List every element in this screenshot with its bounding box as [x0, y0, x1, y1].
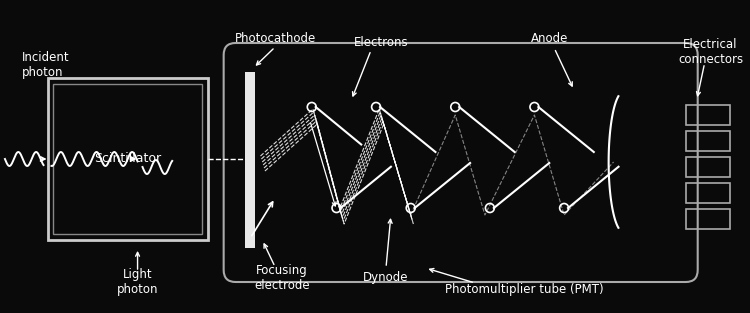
Text: Scintillator: Scintillator: [94, 152, 161, 166]
Text: Incident
photon: Incident photon: [22, 51, 70, 79]
Text: Light
photon: Light photon: [117, 268, 158, 296]
Text: Photomultiplier tube (PMT): Photomultiplier tube (PMT): [446, 284, 604, 296]
Text: Focusing
electrode: Focusing electrode: [254, 264, 310, 292]
Bar: [245, 72, 255, 248]
Bar: [53, 84, 202, 234]
Bar: [47, 78, 208, 240]
Bar: [686, 105, 730, 125]
Text: Electrical
connectors: Electrical connectors: [678, 38, 743, 66]
Text: Electrons: Electrons: [354, 35, 408, 49]
Text: Dynode: Dynode: [363, 271, 409, 285]
Bar: [686, 183, 730, 203]
Bar: [686, 131, 730, 151]
Text: Photocathode: Photocathode: [235, 32, 316, 44]
Text: Anode: Anode: [530, 32, 568, 44]
Bar: [686, 157, 730, 177]
Bar: [686, 209, 730, 229]
